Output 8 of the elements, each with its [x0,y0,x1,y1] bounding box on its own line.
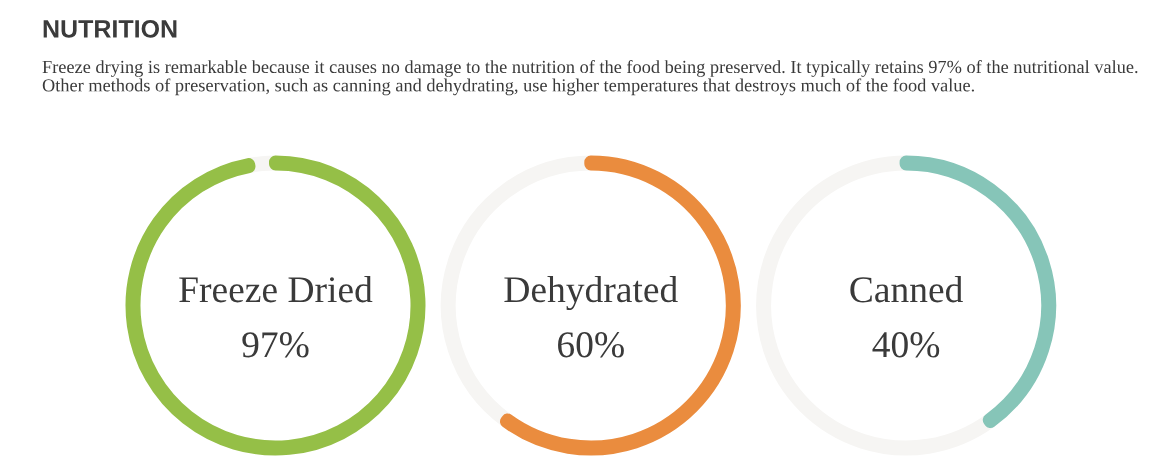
data-label: 40% [872,332,940,358]
data-label: 60% [558,332,624,358]
text: Freeze drying is remarkable because it causes no damage to the nutrition of the food being preserved. It typically retains 97% of the nutritional value. Other methods of preservation, such as canning and dehydrating, use higher temperatures that destroys much of the food value. [42,60,1138,96]
chart-title: NUTRITION [43,20,177,38]
slice-label: Dehydrated [504,275,678,311]
slice-label: Freeze Dried [179,276,373,303]
slice-label: Canned [850,276,963,303]
data-label: 97% [242,332,309,358]
